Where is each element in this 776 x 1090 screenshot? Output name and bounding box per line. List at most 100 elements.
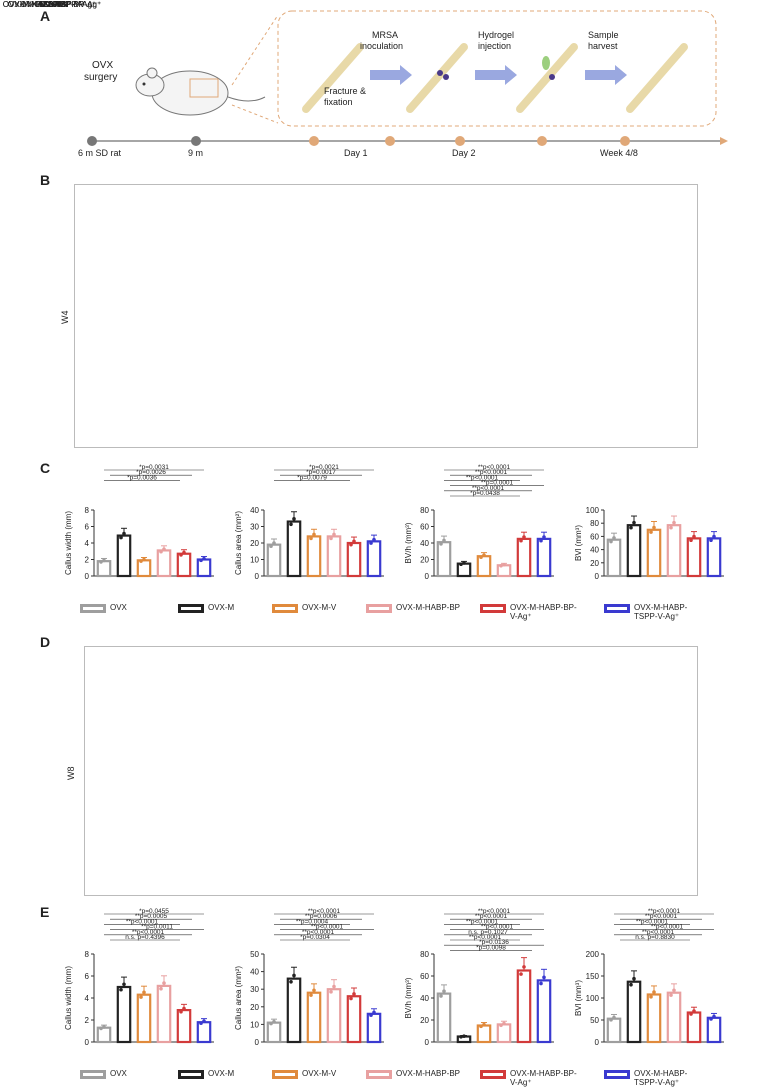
panel-label-c: C [40,460,51,476]
hydrogel-label-1: Hydrogel [478,30,515,40]
data-point [649,530,653,534]
data-point [289,980,293,984]
legend-label: OVX-M-HABP-TSPP-V-Ag⁺ [634,603,688,621]
significance-label: n.s. p=0.1027 [468,929,508,936]
bone-2 [406,43,468,113]
arrow-3 [585,65,627,85]
data-point [309,536,313,541]
significance-label: **p<0.0001 [478,908,511,915]
column-label: OVX [43,0,61,9]
bar [136,993,152,1044]
legend-swatch [480,1070,506,1079]
y-tick-label: 2 [85,556,90,565]
data-point [522,535,526,539]
y-tick-label: 100 [586,994,600,1003]
data-point [99,560,103,564]
timeline-label-3: Day 2 [452,148,476,158]
data-point [349,542,353,547]
bar [326,535,342,578]
significance-label: *p=0.0021 [309,464,339,471]
y-tick-label: 80 [590,519,599,528]
significance-label: *p=0.0017 [306,469,336,476]
legend-label: OVX-M [208,603,235,612]
bone-3 [516,43,578,113]
y-tick-label: 100 [586,506,600,515]
data-point [442,989,446,993]
bar-chart: 0 2 4 6 8 Callus width (mm) *p=0.0031*p=0.0026… [64,464,214,581]
column-label: OVX-M-V [34,0,70,9]
data-point [539,981,543,986]
data-point [102,558,106,563]
significance-label: n.s. p=0.4396 [125,934,165,941]
significance-label: *p=0.0455 [139,908,169,915]
data-point [179,553,183,557]
significance-label: **p<0.0001 [311,924,344,931]
fracture-label-1: Fracture & [324,86,367,96]
sample-label-2: harvest [588,41,618,51]
timeline-label-2: Day 1 [344,148,368,158]
data-point [272,541,276,545]
legend-label: OVX [110,603,127,612]
data-point [689,538,693,543]
bar [366,540,382,578]
data-point [159,986,163,991]
significance-label: **p=0.0006 [305,913,338,920]
bar [266,1021,282,1044]
y-tick-label: 4 [85,994,90,1003]
arrow-2 [475,65,517,85]
data-point [269,1021,273,1026]
data-point [352,992,356,996]
legend-swatch [480,604,506,613]
data-point [289,522,293,527]
bar [436,541,452,578]
mrsa-label-1: MRSA [372,30,399,40]
column-label: OVX-M-HABP-BP-V-Ag⁺ [7,0,97,9]
data-point [669,993,673,997]
data-point [672,988,676,993]
y-tick-label: 0 [85,572,90,581]
bar [606,1017,622,1044]
significance-label: **p<0.0001 [478,464,511,471]
data-point [372,1010,376,1015]
bar [196,1021,212,1044]
legend-label: OVX [110,1069,127,1078]
significance-label: **p=0.0004 [296,918,329,925]
bar [156,984,172,1044]
column-label: OVX [43,0,61,9]
data-point [609,539,613,544]
y-tick-label: 2 [85,1016,90,1025]
data-point [332,532,336,537]
data-point [612,536,616,540]
significance-label: **p=0.0011 [141,924,173,931]
y-tick-label: 150 [586,972,600,981]
data-point [162,981,166,985]
column-label: OVX-M-HABP-BP [19,0,84,9]
bar [646,528,662,578]
fracture-label-2: fixation [324,97,353,107]
significance-label: **p<0.0001 [642,929,675,936]
legend-swatch [604,604,630,613]
bar [96,1026,112,1044]
y-tick-label: 60 [420,523,429,532]
bone-1 [302,43,364,113]
bar [176,552,192,578]
significance-label: **p<0.0001 [645,913,678,920]
legend-swatch [272,1070,298,1079]
procedure-frame [277,10,717,127]
bar [176,1008,192,1044]
data-point [499,564,503,568]
data-point [272,1019,276,1024]
y-tick-label: 0 [255,572,260,581]
data-point [629,982,633,987]
legend-label: OVX-M-HABP-BP-V-Ag⁺ [510,1069,577,1087]
timeline-label-0: 6 m SD rat [78,148,122,158]
legend-label: OVX-M-HABP-TSPP-V-Ag⁺ [634,1069,688,1087]
data-point [692,1009,696,1013]
data-point [462,561,466,565]
bar [456,562,472,578]
bar [156,549,172,578]
legend-swatch [178,604,204,613]
data-point [162,547,166,551]
